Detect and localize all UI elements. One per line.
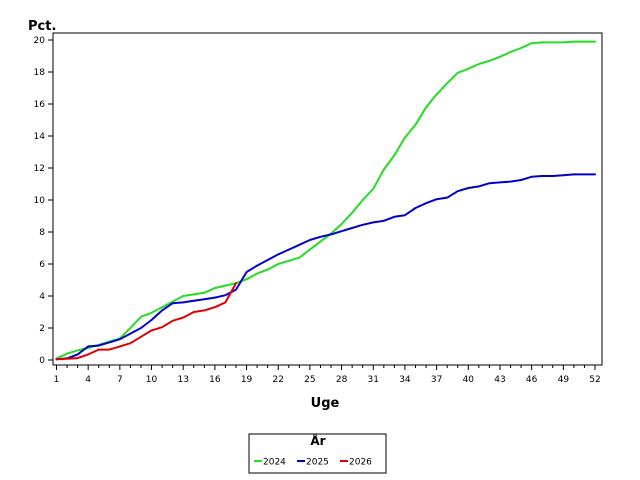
series-line-2026 [55,282,237,361]
y-tick-label: 16 [34,100,46,110]
legend-label-2025: 2025 [306,458,329,468]
x-tick-label: 37 [431,375,442,385]
x-tick-label: 7 [117,375,123,385]
y-tick-label: 2 [39,324,45,334]
x-tick-label: 22 [273,375,284,385]
y-tick-label: 12 [34,164,45,174]
y-tick-label: 0 [39,356,45,366]
x-tick-label: 10 [146,375,158,385]
x-tick-label: 4 [85,375,91,385]
x-tick-label: 28 [336,375,348,385]
y-tick-label: 18 [34,68,46,78]
x-tick-label: 40 [463,375,475,385]
x-tick-label: 31 [368,375,379,385]
x-tick-label: 43 [494,375,505,385]
x-tick-label: 46 [526,375,538,385]
x-tick-label: 52 [589,375,600,385]
y-tick-label: 10 [34,196,46,206]
x-tick-label: 13 [177,375,188,385]
legend-items: 2024 2025 2026 [254,458,372,468]
y-tick-label: 4 [39,292,45,302]
y-tick-label: 20 [34,36,46,46]
y-axis: 0 2 4 6 8 10 12 14 16 18 20 [34,36,53,366]
plot-frame [52,32,603,366]
y-tick-label: 6 [39,260,45,270]
legend-box [248,433,387,474]
y-tick-label: 8 [39,228,45,238]
x-tick-label: 19 [241,375,253,385]
x-tick-label: 16 [209,375,221,385]
y-axis-title: Pct. [28,19,56,34]
series-line-2024 [55,40,596,360]
y-tick-label: 14 [34,132,46,142]
x-tick-label: 25 [304,375,315,385]
series-line-2025 [55,173,596,361]
x-axis-title: Uge [311,396,340,411]
x-tick-label: 34 [399,375,411,385]
x-tick-label: 1 [54,375,60,385]
legend: År 2024 2025 2026 [248,433,387,474]
x-axis: 1 4 7 10 13 16 19 22 25 28 31 34 37 40 43 46 49 52 [54,365,601,385]
legend-title: År [310,433,325,448]
legend-label-2024: 2024 [263,458,286,468]
x-tick-label: 49 [558,375,570,385]
series-layer [55,40,596,361]
legend-label-2026: 2026 [349,458,372,468]
